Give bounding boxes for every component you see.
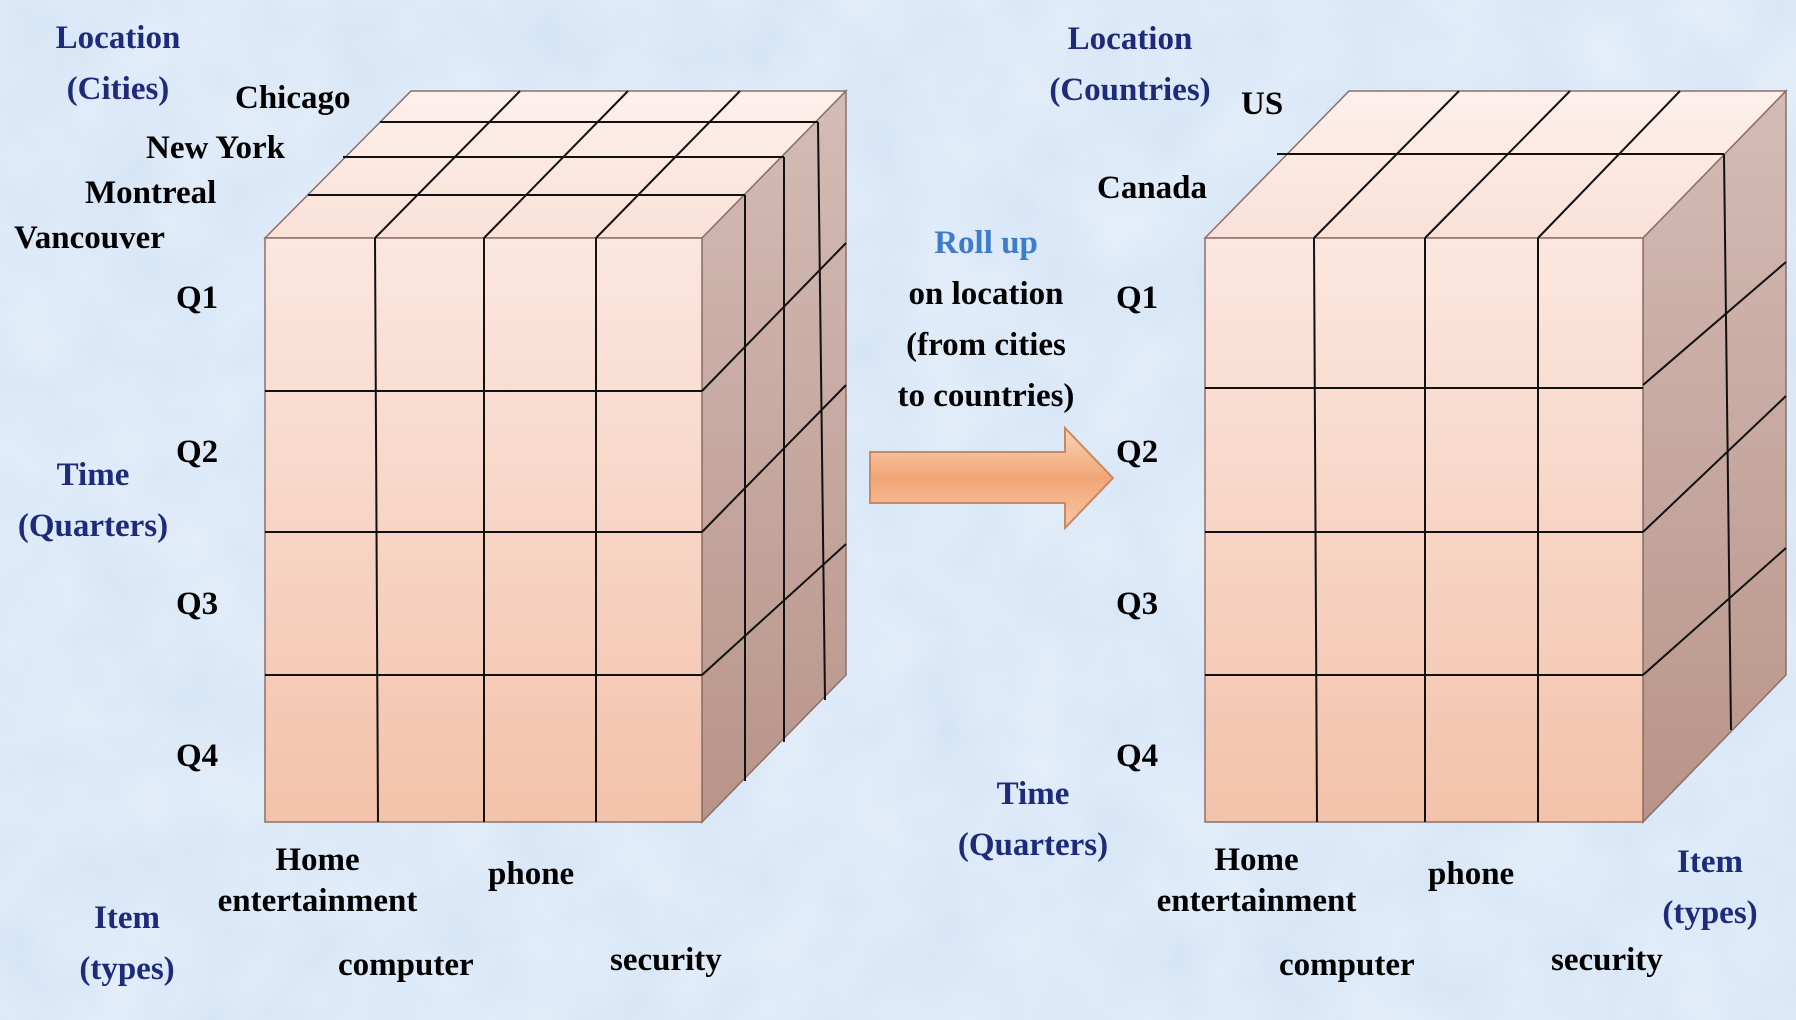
cube-grid-lines xyxy=(265,90,847,823)
item-label-home-entertainment: Home entertainment xyxy=(1156,842,1357,920)
quarter-label-q2: Q2 xyxy=(176,434,219,470)
quarter-label-q1: Q1 xyxy=(1116,280,1159,316)
city-label-new-york: New York xyxy=(146,130,286,166)
item-label-computer: computer xyxy=(338,947,474,983)
quarter-label-q3: Q3 xyxy=(1116,586,1159,622)
right-data-cube xyxy=(1203,89,1788,824)
cube-grid-lines xyxy=(1205,90,1787,823)
item-label-security: security xyxy=(1551,942,1663,978)
left-data-cube xyxy=(263,89,848,824)
quarter-label-q4: Q4 xyxy=(176,738,219,774)
roll-up-title: Roll up xyxy=(934,225,1038,261)
country-label-us: US xyxy=(1241,86,1284,122)
location-axis-label: Location (Countries) xyxy=(1049,21,1211,109)
quarter-label-q3: Q3 xyxy=(176,586,219,622)
quarter-label-q4: Q4 xyxy=(1116,738,1159,774)
city-label-montreal: Montreal xyxy=(85,175,217,211)
country-label-canada: Canada xyxy=(1097,170,1208,206)
quarter-label-q2: Q2 xyxy=(1116,434,1159,470)
item-label-computer: computer xyxy=(1279,947,1415,983)
item-axis-label: Item (types) xyxy=(79,900,175,988)
right-arrow-icon xyxy=(869,425,1115,531)
item-axis-label: Item (types) xyxy=(1662,844,1758,932)
item-label-phone: phone xyxy=(488,856,575,892)
city-label-chicago: Chicago xyxy=(235,80,351,116)
time-axis-label: Time (Quarters) xyxy=(17,457,169,545)
item-label-home-entertainment: Home entertainment xyxy=(217,842,418,920)
location-axis-label: Location (Cities) xyxy=(55,20,181,108)
city-label-vancouver: Vancouver xyxy=(14,220,165,256)
time-axis-label: Time (Quarters) xyxy=(957,776,1109,864)
roll-up-description: Roll up on location (from cities to coun… xyxy=(866,218,1106,423)
item-label-phone: phone xyxy=(1428,856,1515,892)
item-label-security: security xyxy=(610,942,722,978)
quarter-label-q1: Q1 xyxy=(176,280,219,316)
